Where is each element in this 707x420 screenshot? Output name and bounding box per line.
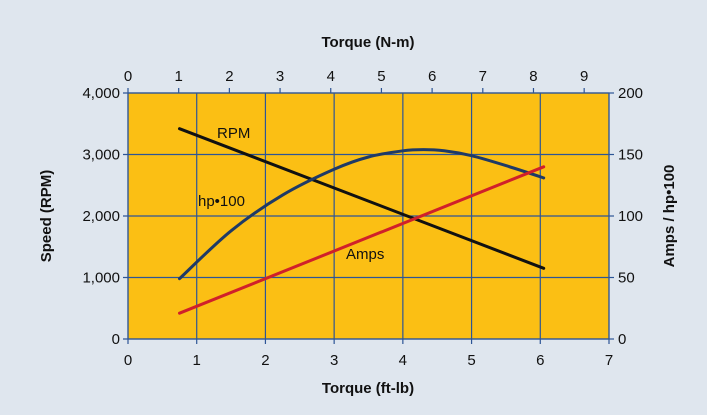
x-bottom-tick-label: 2 [261, 352, 269, 369]
x-top-tick-label: 3 [276, 68, 284, 85]
y-left-tick-label: 4,000 [82, 85, 120, 102]
y-right-tick-label: 100 [618, 208, 643, 225]
series-label-amps: Amps [346, 246, 384, 263]
x-bottom-tick-label: 0 [124, 352, 132, 369]
x-bottom-tick-label: 5 [467, 352, 475, 369]
series-label-hp: hp•100 [198, 193, 245, 210]
hp-curve [178, 148, 546, 281]
x-top-tick-label: 2 [225, 68, 233, 85]
y-right-tick-label: 50 [618, 270, 635, 287]
y-left-tick-label: 1,000 [82, 270, 120, 287]
x-top-tick-label: 9 [580, 68, 588, 85]
x-bottom-tick-label: 6 [536, 352, 544, 369]
y-right-tick-label: 150 [618, 147, 643, 164]
x-top-tick-label: 0 [124, 68, 132, 85]
x-bottom-tick-label: 7 [605, 352, 613, 369]
x-bottom-tick-label: 3 [330, 352, 338, 369]
plot-border [127, 92, 610, 340]
series-lines [178, 127, 546, 315]
x-top-tick-label: 7 [479, 68, 487, 85]
y-axis-left-title: Speed (RPM) [38, 170, 55, 263]
x-axis-bottom-title: Torque (ft-lb) [322, 380, 414, 397]
tick-labels: 0 1 2 3 4 5 6 70 1 2 3 4 5 6 7 8 901,0002,0003,0004,0000… [82, 68, 643, 369]
y-axis-right-title: Amps / hp•100 [661, 165, 678, 268]
x-top-tick-label: 5 [377, 68, 385, 85]
x-top-tick-label: 8 [529, 68, 537, 85]
x-top-tick-label: 4 [327, 68, 335, 85]
rpm-line [178, 127, 546, 270]
y-right-tick-label: 0 [618, 331, 626, 348]
gridlines [123, 88, 614, 344]
amps-line [178, 165, 546, 315]
y-left-tick-label: 0 [112, 331, 120, 348]
x-bottom-tick-label: 1 [193, 352, 201, 369]
x-axis-top-title: Torque (N-m) [321, 34, 414, 51]
series-label-rpm: RPM [217, 125, 250, 142]
x-top-tick-label: 1 [175, 68, 183, 85]
x-top-tick-label: 6 [428, 68, 436, 85]
y-left-tick-label: 2,000 [82, 208, 120, 225]
y-left-tick-label: 3,000 [82, 147, 120, 164]
x-bottom-tick-label: 4 [399, 352, 407, 369]
y-right-tick-label: 200 [618, 85, 643, 102]
